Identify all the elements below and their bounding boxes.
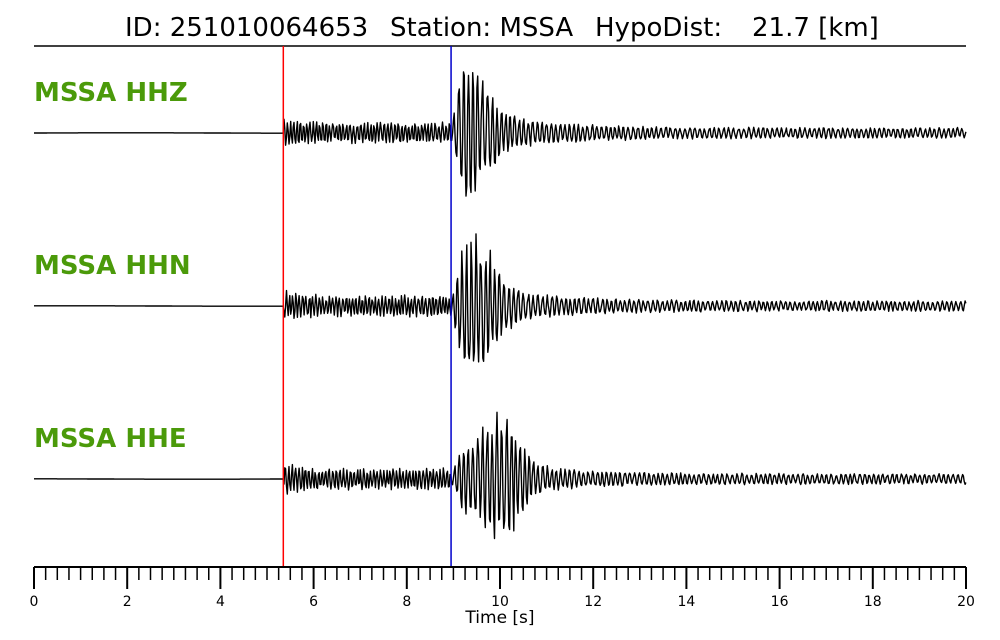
x-tick-label: 6 xyxy=(309,594,318,610)
x-tick-label: 8 xyxy=(402,594,411,610)
hypodist-value: 21.7 [km] xyxy=(752,13,879,43)
waveform-trace-hhn xyxy=(34,233,967,363)
event-id-label: ID: 251010064653 xyxy=(125,13,368,43)
x-tick-label: 4 xyxy=(216,594,225,610)
waveform-trace-hhe xyxy=(34,411,967,540)
x-tick-label: 14 xyxy=(677,594,695,610)
x-tick-label: 16 xyxy=(771,594,789,610)
channel-label-hhn: MSSA HHN xyxy=(34,251,191,281)
x-tick-label: 20 xyxy=(957,594,975,610)
waveform-trace-hhz xyxy=(34,71,967,197)
x-axis-label: Time [s] xyxy=(464,608,534,628)
channel-label-hhz: MSSA HHZ xyxy=(34,78,188,108)
time-axis: 0 2 4 6 8 10 12 14 16 18 20 xyxy=(30,566,975,610)
x-tick-label: 0 xyxy=(30,594,39,610)
x-tick-label: 18 xyxy=(864,594,882,610)
hypodist-label: HypoDist: xyxy=(595,13,722,43)
station-label: Station: MSSA xyxy=(390,13,573,43)
channel-label-hhe: MSSA HHE xyxy=(34,424,187,454)
x-tick-label: 2 xyxy=(123,594,132,610)
x-tick-label: 12 xyxy=(584,594,602,610)
x-tick-label: 10 xyxy=(491,594,509,610)
